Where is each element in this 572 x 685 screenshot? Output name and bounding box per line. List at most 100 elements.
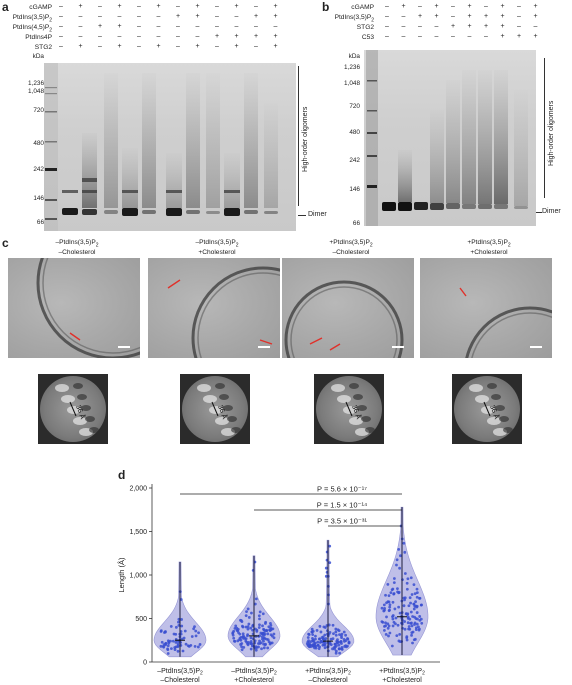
data-point (391, 615, 394, 619)
data-point (254, 597, 258, 601)
data-point (254, 627, 257, 631)
panel-a-lane-symbol: – (215, 13, 219, 20)
panel-a-marker-label: 1,236 (28, 80, 44, 87)
category-label-line1: –PtdIns(3,5)P2 (231, 668, 277, 677)
data-point (265, 637, 268, 641)
data-point (160, 640, 164, 644)
data-point (333, 647, 337, 651)
data-point (246, 643, 250, 647)
data-point (262, 639, 265, 643)
panel-b-row-label: STG2 (356, 24, 374, 31)
data-point (174, 625, 178, 629)
data-point (184, 642, 188, 646)
panel-b-lane-symbol: – (385, 33, 389, 40)
data-point (391, 624, 395, 628)
panel-a-lane-symbol: – (156, 33, 161, 40)
2d-class-disc: 36 Å (454, 376, 520, 442)
data-point (405, 587, 409, 591)
data-point (412, 583, 416, 587)
caption-line1: –PtdIns(3,5)P2 (55, 239, 99, 249)
data-point (318, 641, 322, 644)
data-point (414, 628, 418, 632)
y-tick-label: 0 (143, 660, 147, 667)
panel-a-lane-symbol: – (176, 3, 180, 10)
data-point (258, 610, 262, 614)
panel-b-dimer-label: Dimer (542, 208, 561, 215)
data-point (403, 620, 407, 623)
panel-a-label: a (2, 0, 9, 14)
panel-b-lane-symbol: – (533, 23, 538, 30)
data-point (266, 646, 270, 650)
data-point (262, 646, 266, 650)
data-point (409, 601, 412, 605)
panel-a-oligomer-bracket (298, 66, 299, 206)
data-point (398, 566, 402, 570)
panel-a-lane-symbol: + (253, 13, 259, 20)
data-point (397, 639, 401, 643)
data-point (261, 612, 265, 616)
2d-class-average: 36 Å (314, 374, 384, 444)
data-point (314, 637, 317, 641)
panel-b-lane-symbol: – (385, 3, 389, 10)
panel-b-lane-symbol: + (401, 3, 406, 10)
data-point (246, 634, 249, 638)
data-point (420, 621, 424, 625)
data-point (241, 632, 245, 636)
panel-a-lane-symbol: + (234, 33, 239, 40)
data-point (245, 610, 248, 614)
category-label-line2: –Cholesterol (308, 677, 348, 684)
panel-a-row-label: PtdIns(4,5)P2 (12, 24, 52, 34)
data-point (394, 616, 398, 620)
data-point (390, 644, 394, 648)
panel-b-lane-symbol: – (517, 13, 521, 20)
panel-b-marker-label: 66 (352, 220, 360, 227)
panel-a-lane-symbol: – (59, 43, 63, 50)
data-point (397, 605, 401, 609)
data-point (311, 644, 315, 648)
category-label-line2: +Cholesterol (234, 677, 274, 684)
panel-a-lane-symbol: – (59, 3, 63, 10)
panel-b-lane-symbol: + (483, 13, 489, 20)
panel-b-label: b (322, 0, 330, 14)
panel-a-lane-symbol: – (59, 33, 63, 40)
data-point (234, 624, 238, 628)
data-point (334, 649, 338, 653)
data-point (170, 647, 173, 651)
panel-a-marker-label: 242 (33, 166, 44, 173)
data-point (397, 590, 401, 594)
data-point (418, 627, 421, 631)
data-point (387, 594, 391, 598)
panel-d-label: d (118, 468, 126, 482)
panel-a-lane-symbol: + (273, 43, 278, 50)
panel-a-lane-symbol: – (98, 3, 102, 10)
data-point (193, 625, 196, 629)
data-point (311, 639, 315, 643)
data-point (415, 622, 419, 626)
data-point (392, 577, 396, 580)
panel-a-lane-symbol: + (195, 3, 200, 10)
data-point (233, 640, 237, 643)
data-point (169, 625, 173, 628)
data-point (347, 641, 351, 645)
data-point (242, 635, 246, 639)
panel-a-dimer-label: Dimer (308, 211, 327, 218)
data-point (249, 647, 253, 651)
caption-line1: –PtdIns(3,5)P2 (195, 239, 239, 249)
panel-a-lane-symbol: – (78, 23, 83, 30)
panel-a-row-label: STG2 (34, 44, 52, 51)
panel-a-lane-symbol: – (59, 23, 63, 30)
data-point (198, 643, 202, 646)
micrograph-caption: –PtdIns(3,5)P2 +Cholesterol (152, 239, 282, 257)
data-point (387, 634, 390, 638)
data-point (261, 624, 264, 628)
data-point (408, 596, 412, 600)
data-point (388, 605, 392, 609)
data-point (258, 617, 261, 621)
data-point (402, 604, 406, 608)
data-point (334, 630, 338, 634)
data-point (194, 634, 198, 638)
panel-b-lane-symbol: – (418, 3, 422, 10)
panel-b-lane-symbol: + (533, 33, 538, 40)
panel-a-lane-symbol: – (176, 23, 180, 30)
data-point (398, 611, 402, 615)
